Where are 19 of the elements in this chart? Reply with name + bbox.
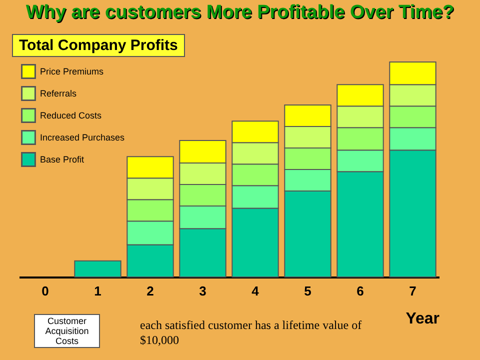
x-axis-title: Year bbox=[406, 310, 440, 328]
legend-label: Reduced Costs bbox=[40, 110, 102, 120]
x-tick-label: 4 bbox=[252, 284, 260, 298]
legend-label: Price Premiums bbox=[40, 66, 104, 76]
text: Customer Acquisition Costs bbox=[34, 314, 100, 348]
x-tick-label: 7 bbox=[409, 284, 416, 298]
x-tick-label: 1 bbox=[94, 284, 102, 298]
legend-label: Referrals bbox=[40, 88, 78, 98]
bar bbox=[74, 260, 122, 278]
chart-title: Why are customers More Profitable Over Time? bbox=[24, 2, 456, 24]
legend-label: Base Profit bbox=[40, 154, 85, 164]
text: each satisfied customer has a lifetime value of $10,000 bbox=[140, 318, 363, 348]
x-tick-label: 0 bbox=[42, 284, 49, 298]
x-tick-label: 6 bbox=[356, 284, 364, 298]
x-tick-label: 3 bbox=[199, 284, 206, 298]
x-tick-label: 5 bbox=[304, 284, 312, 298]
x-tick-label: 2 bbox=[146, 284, 154, 298]
chart-subtitle: Total Company Profits bbox=[12, 34, 185, 57]
legend-label: Increased Purchases bbox=[40, 132, 126, 142]
